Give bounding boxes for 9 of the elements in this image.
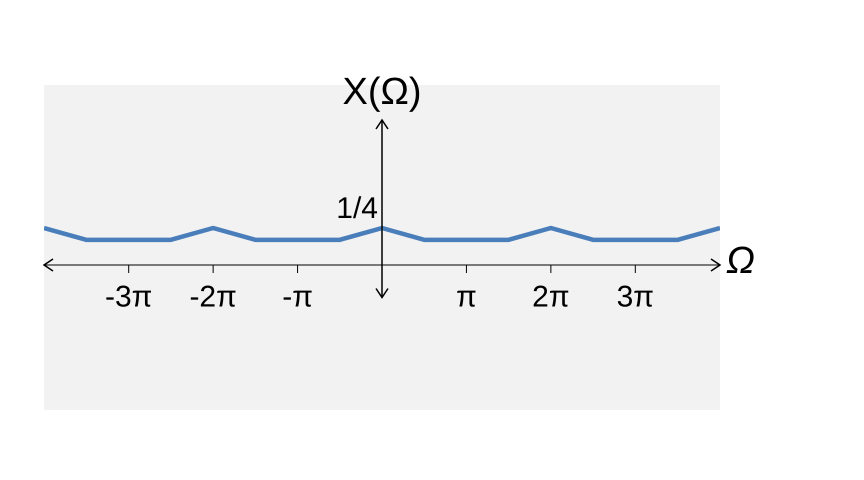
- x-tick-label: -3π: [105, 280, 152, 314]
- y-axis-title: X(Ω): [341, 70, 423, 114]
- annotation: 1/4: [335, 192, 378, 226]
- x-tick-label: π: [456, 280, 477, 314]
- x-tick-label: -π: [282, 280, 313, 314]
- x-tick-label: 2π: [532, 280, 570, 314]
- x-axis-title: Ω: [726, 239, 755, 283]
- x-tick-label: 3π: [616, 280, 654, 314]
- x-tick-label: -2π: [189, 280, 237, 314]
